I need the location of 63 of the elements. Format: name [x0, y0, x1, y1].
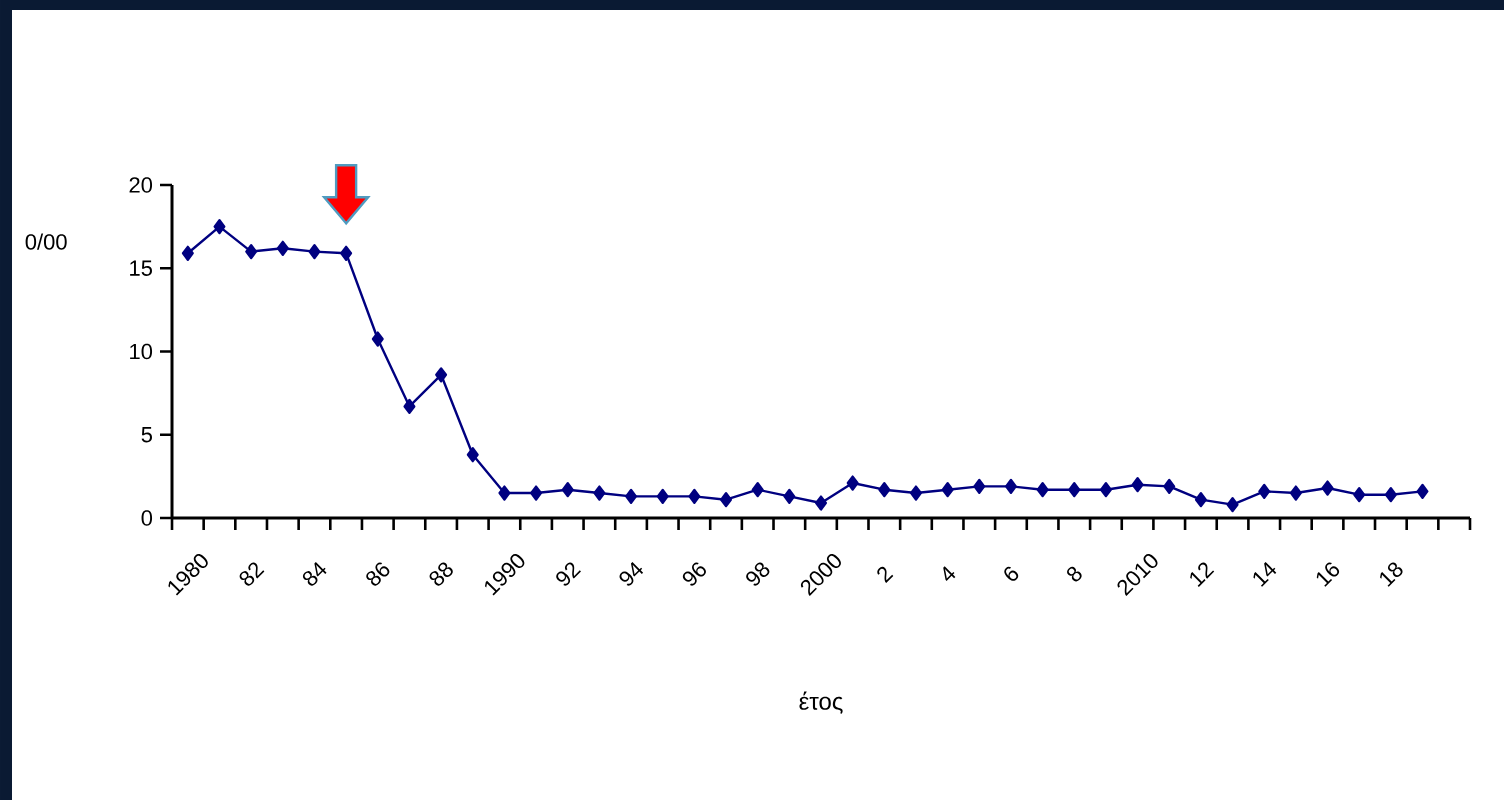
point: [1416, 483, 1429, 499]
point: [1384, 487, 1397, 503]
point: [846, 475, 859, 491]
point: [403, 398, 416, 415]
point: [878, 482, 891, 498]
point: [1163, 478, 1176, 494]
x-tick-label: 92: [556, 562, 581, 586]
point: [973, 478, 986, 494]
x-tick-label: 14: [1253, 561, 1277, 587]
x-tick-label: 18: [1380, 562, 1403, 587]
point: [1258, 483, 1271, 499]
x-tick-label: 6: [1004, 566, 1019, 581]
point: [751, 482, 764, 498]
point: [625, 488, 638, 504]
point: [1099, 482, 1112, 498]
x-axis-title: έτος: [799, 691, 843, 714]
point: [783, 488, 796, 504]
x-tick-label: 94: [619, 561, 644, 586]
point: [466, 447, 479, 463]
x-tick-label: 82: [239, 562, 265, 586]
point: [593, 485, 606, 501]
point: [1194, 492, 1207, 508]
point: [941, 482, 954, 498]
y-tick-label: 15: [130, 260, 152, 276]
point: [909, 485, 922, 501]
x-tick-label: 84: [302, 561, 327, 586]
point: [720, 492, 733, 508]
point: [308, 244, 321, 260]
x-tick-label: 12: [1190, 562, 1215, 587]
point: [1036, 482, 1049, 498]
point: [1289, 485, 1302, 501]
point: [435, 367, 448, 383]
x-tick-label: 16: [1316, 562, 1340, 587]
point: [245, 244, 258, 260]
x-tick-label: 2: [877, 566, 894, 583]
x-tick-label: 8: [1067, 566, 1082, 582]
point: [1004, 478, 1017, 494]
point: [371, 331, 384, 347]
x-tick-label: 86: [366, 562, 390, 586]
point: [688, 488, 701, 504]
point: [1353, 487, 1366, 503]
point: [181, 245, 194, 261]
y-tick-label: 20: [129, 177, 153, 193]
x-tick-label: 96: [682, 562, 706, 586]
y-axis-title: 0/00: [25, 233, 67, 250]
y-tick-label: 0: [141, 510, 153, 526]
point: [656, 488, 669, 504]
point: [815, 495, 827, 511]
x-tick-label: 98: [746, 562, 770, 586]
x-tick-label: 4: [943, 566, 956, 581]
point: [530, 485, 543, 501]
point: [276, 240, 289, 256]
y-tick-label: 10: [130, 343, 153, 360]
point: [1321, 480, 1334, 496]
point: [1131, 477, 1144, 493]
point: [498, 485, 511, 501]
y-tick-label: 5: [141, 427, 152, 443]
point: [561, 482, 574, 498]
point: [1068, 482, 1081, 498]
point: [1226, 497, 1239, 513]
x-tick-label: 88: [429, 562, 453, 586]
point: [340, 245, 353, 261]
point: [213, 219, 226, 235]
